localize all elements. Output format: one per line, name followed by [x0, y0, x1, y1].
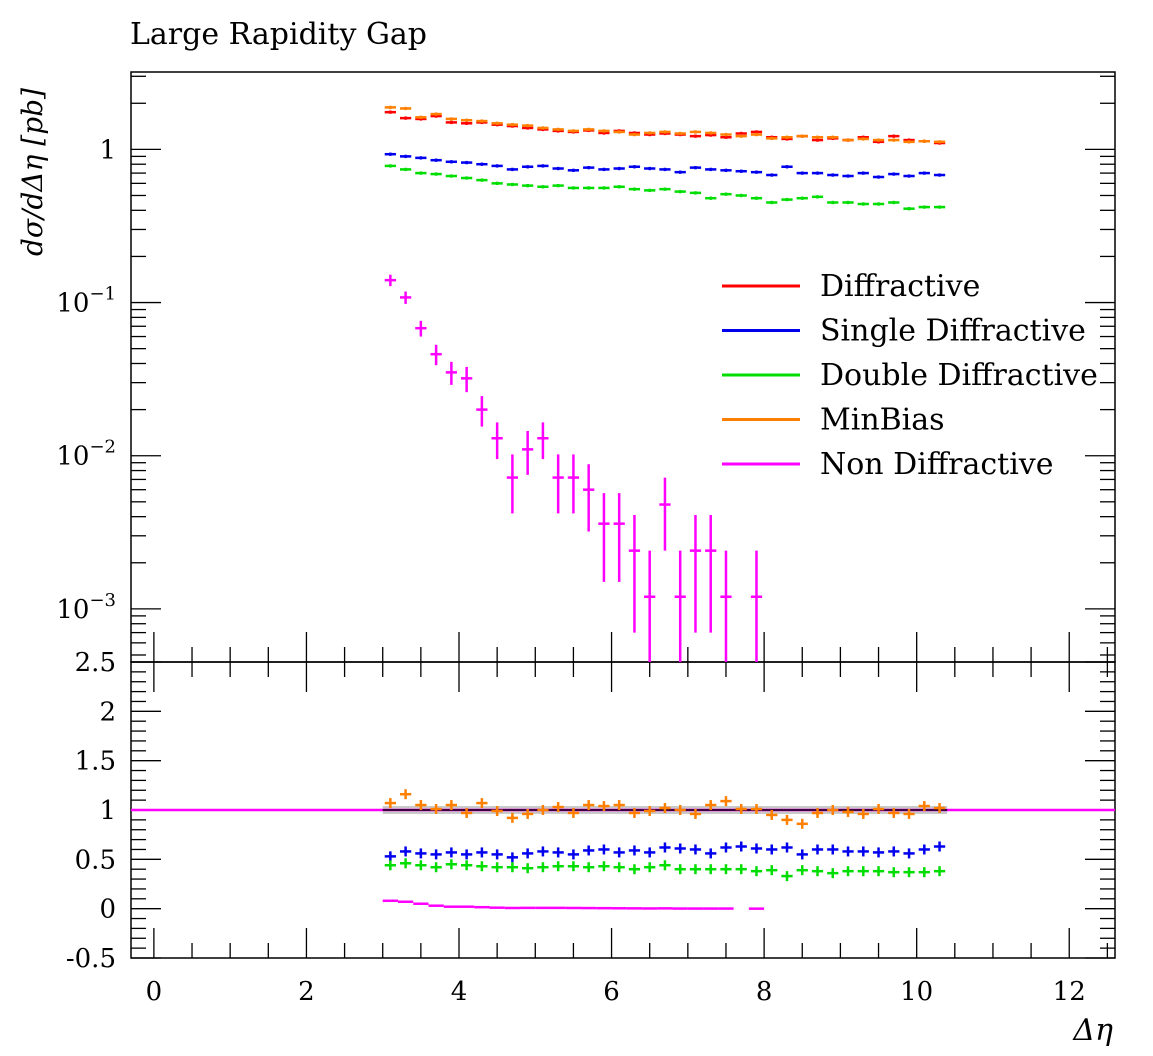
chart-title: Large Rapidity Gap [130, 17, 427, 52]
y-axis-label: dσ/dΔη [pb] [16, 88, 49, 256]
x-tick-label: 0 [146, 977, 163, 1007]
y-tick-label-main: 10−2 [56, 437, 116, 472]
tick-labels: 0 2 4 6 8 10 12 1 10−1 10−2 10−3 2.5 2 1.5 1 0.5 0 -0.5 [56, 135, 1085, 1007]
axis-ticks [131, 75, 1115, 959]
y-tick-label-ratio: 0 [99, 895, 116, 925]
x-tick-label: 4 [451, 977, 468, 1007]
legend-label-single-diffractive: Single Diffractive [820, 314, 1086, 349]
y-tick-label-ratio: 2.5 [75, 648, 116, 678]
x-tick-label: 10 [900, 977, 933, 1007]
y-tick-label-main: 10−1 [56, 284, 116, 319]
y-axis-label-text: dσ/dΔη [pb] [16, 88, 49, 256]
y-tick-label-ratio: 1.5 [75, 747, 116, 777]
legend-label-minbias: MinBias [820, 403, 945, 438]
x-tick-label: 12 [1053, 977, 1086, 1007]
legend-label-double-diffractive: Double Diffractive [820, 358, 1098, 393]
y-tick-label-ratio: 0.5 [75, 845, 116, 875]
y-tick-label-ratio: 1 [99, 796, 116, 826]
legend-label-non-diffractive: Non Diffractive [820, 447, 1054, 482]
y-tick-label-ratio: -0.5 [66, 944, 116, 974]
y-tick-label-main: 10−3 [56, 590, 116, 625]
x-axis-label: Δη [1072, 1013, 1113, 1048]
legend: Diffractive Single Diffractive Double Diff… [722, 269, 1098, 482]
x-tick-label: 6 [603, 977, 620, 1007]
y-tick-label-ratio: 2 [99, 697, 116, 727]
data-marks [131, 105, 1115, 910]
legend-label-diffractive: Diffractive [820, 269, 980, 304]
y-tick-label-main: 1 [99, 135, 116, 165]
x-tick-label: 8 [756, 977, 773, 1007]
x-tick-label: 2 [298, 977, 315, 1007]
